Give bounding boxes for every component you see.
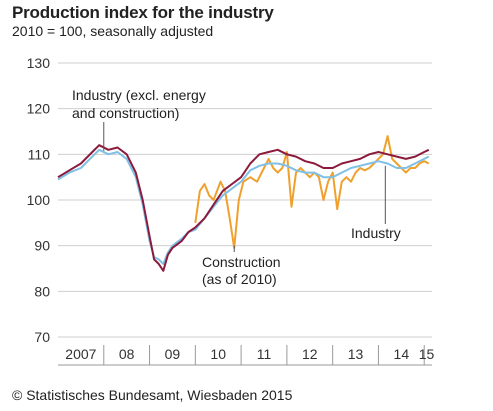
x-tick-label-2007: 2007 xyxy=(65,346,96,362)
y-tick-label-70: 70 xyxy=(34,329,50,345)
y-tick-label-130: 130 xyxy=(27,55,51,71)
x-tick-label-10: 10 xyxy=(210,346,226,362)
chart-title: Production index for the industry xyxy=(12,3,274,22)
y-tick-label-90: 90 xyxy=(34,238,50,254)
x-axis: 2007 08 09 10 11 12 13 14 15 xyxy=(58,345,435,366)
y-tick-label-110: 110 xyxy=(28,146,51,162)
series-line-industry-excl-energy-and-construction xyxy=(57,144,430,272)
y-tick-label-120: 120 xyxy=(27,101,51,117)
x-tick-label-09: 09 xyxy=(165,346,181,362)
chart-subtitle: 2010 = 100, seasonally adjusted xyxy=(12,23,214,39)
x-tick-label-12: 12 xyxy=(302,346,318,362)
y-tick-label-100: 100 xyxy=(27,192,51,208)
series-lines xyxy=(57,135,430,272)
annotation-industry: Industry xyxy=(351,225,401,241)
annotation-construction-line1: Construction xyxy=(202,254,281,270)
x-tick-label-14: 14 xyxy=(394,346,410,362)
series-line-industry xyxy=(57,148,430,265)
x-tick-label-08: 08 xyxy=(119,346,135,362)
annotation-leader-lines xyxy=(103,122,386,252)
annotations: Industry (excl. energy and construction)… xyxy=(72,87,401,287)
y-axis-ticks: 70 80 90 100 110 120 130 xyxy=(27,55,51,345)
source-note: © Statistisches Bundesamt, Wiesbaden 201… xyxy=(12,387,293,403)
x-tick-label-13: 13 xyxy=(348,346,364,362)
gridlines xyxy=(58,62,432,338)
annotation-industry-excl-line2: and construction) xyxy=(72,105,179,121)
annotation-industry-excl-line1: Industry (excl. energy xyxy=(72,87,206,103)
y-tick-label-80: 80 xyxy=(34,283,50,299)
x-tick-label-15: 15 xyxy=(419,346,435,362)
annotation-construction-line2: (as of 2010) xyxy=(202,271,277,287)
x-tick-label-11: 11 xyxy=(257,346,272,362)
